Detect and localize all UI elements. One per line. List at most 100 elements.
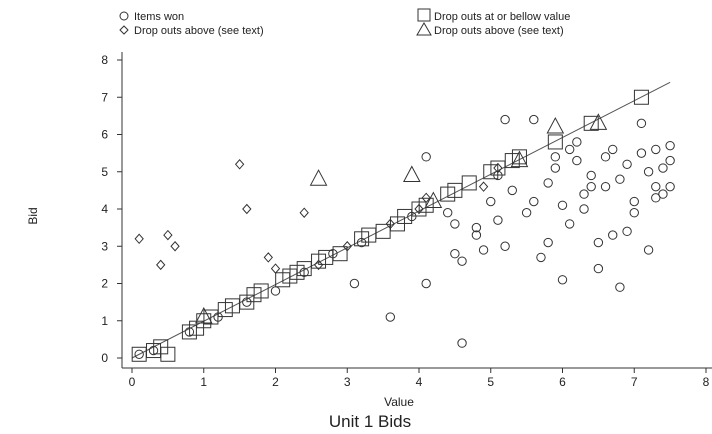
point-items-won: [651, 181, 661, 192]
point-items-won: [443, 208, 453, 218]
y-tick-label: 6: [101, 128, 108, 142]
point-items-won: [543, 237, 553, 248]
point-items-won: [586, 170, 596, 181]
point-items-won: [651, 193, 661, 203]
point-drop-out-above-triangle: [589, 113, 608, 130]
point-drop-out-above-diamond: [170, 240, 180, 252]
point-items-won: [615, 282, 625, 292]
legend-diamond-marker: [119, 25, 129, 35]
point-items-won: [622, 159, 632, 170]
point-items-won: [529, 114, 539, 125]
x-tick-label: 5: [487, 375, 494, 389]
point-items-won: [536, 252, 546, 263]
y-tick-label: 4: [101, 202, 108, 216]
point-drop-out-above-diamond: [313, 259, 324, 271]
point-items-won: [665, 140, 675, 151]
point-drop-out-above-diamond: [263, 252, 273, 263]
y-tick-label: 1: [101, 314, 108, 328]
reference-line: [131, 81, 671, 359]
point-items-won: [450, 249, 460, 259]
point-items-won: [608, 230, 618, 240]
legend-item-items-won: Items won: [119, 11, 184, 23]
point-items-won: [543, 178, 553, 188]
legend-item-drop-outs-above-diamond: Drop outs above (see text): [119, 25, 264, 37]
legend-label-drop-outs-above-triangle: Drop outs above (see text): [434, 25, 564, 37]
x-tick-label: 6: [559, 375, 566, 389]
y-tick-label: 2: [101, 277, 108, 291]
point-items-won: [471, 230, 482, 240]
point-drop-out-above-triangle: [424, 191, 443, 209]
point-items-won: [572, 155, 582, 166]
legend-label-items-won: Items won: [134, 11, 184, 23]
y-tick-label: 7: [101, 90, 108, 104]
point-items-won: [665, 181, 675, 192]
point-drop-out-above-diamond: [163, 229, 173, 241]
point-drop-out-above-diamond: [234, 159, 245, 170]
x-tick-label: 7: [631, 375, 638, 389]
y-axis-label: Bid: [26, 207, 40, 224]
point-items-won: [593, 237, 604, 248]
x-tick-label: 4: [416, 375, 423, 389]
point-drop-out-at-or-below: [160, 346, 176, 362]
legend-label-drop-outs-at-or-below: Drop outs at or bellow value: [434, 11, 570, 23]
point-items-won: [615, 174, 625, 184]
point-drop-out-above-diamond: [156, 259, 166, 271]
point-items-won: [349, 278, 360, 289]
point-drop-out-at-or-below: [332, 246, 348, 262]
point-items-won: [500, 241, 510, 251]
x-axis-ticks: 0 1 2 3 4 5 6 7 8: [129, 368, 710, 389]
point-items-won: [507, 185, 517, 196]
point-items-won: [550, 163, 561, 173]
legend-item-drop-outs-above-triangle: Drop outs above (see text): [416, 22, 564, 37]
legend-circle-marker: [119, 11, 129, 21]
x-tick-label: 0: [129, 375, 136, 389]
x-tick-label: 2: [272, 375, 279, 389]
point-items-won: [629, 196, 639, 207]
legend-item-drop-outs-at-or-below: Drop outs at or bellow value: [417, 8, 570, 23]
point-drop-out-above-triangle: [194, 306, 213, 324]
point-drop-out-above-triangle: [402, 165, 421, 182]
point-drop-out-at-or-below: [547, 134, 563, 150]
point-items-won: [643, 245, 654, 255]
point-items-won: [636, 148, 647, 158]
point-items-won: [572, 137, 582, 147]
point-items-won: [658, 163, 668, 173]
point-drop-out-at-or-below: [418, 197, 434, 213]
point-items-won: [608, 144, 618, 155]
point-drop-out-at-or-below: [583, 115, 599, 131]
point-items-won: [550, 152, 561, 162]
legend-triangle-marker: [416, 22, 432, 36]
point-items-won: [500, 114, 510, 125]
point-drop-out-at-or-below: [511, 149, 527, 165]
point-items-won: [557, 275, 568, 285]
point-drop-out-above-diamond: [242, 203, 252, 215]
point-items-won: [421, 152, 431, 162]
point-items-won: [622, 226, 632, 237]
point-items-won: [385, 312, 395, 322]
y-tick-label: 8: [101, 53, 108, 67]
plot-points: [131, 89, 675, 362]
point-drop-out-at-or-below: [253, 283, 269, 299]
point-items-won: [579, 189, 589, 199]
point-drop-out-above-diamond: [134, 233, 144, 245]
y-axis-ticks: 0 1 2 3 4 5 6 7 8: [101, 53, 122, 365]
x-tick-label: 8: [703, 375, 710, 389]
y-tick-label: 3: [101, 239, 108, 253]
y-tick-label: 0: [101, 351, 108, 365]
point-items-won: [557, 200, 568, 210]
legend: Items won Drop outs above (see text) Dro…: [119, 8, 570, 37]
point-items-won: [478, 245, 489, 255]
point-items-won: [600, 152, 611, 162]
point-items-won: [457, 256, 467, 266]
point-items-won: [457, 338, 467, 348]
point-items-won: [643, 167, 654, 177]
point-items-won: [651, 144, 661, 155]
point-drop-out-above-diamond: [414, 203, 424, 215]
x-tick-label: 3: [344, 375, 351, 389]
point-drop-out-at-or-below: [461, 175, 477, 191]
point-items-won: [270, 286, 281, 296]
point-items-won: [529, 196, 539, 207]
point-drop-out-above-diamond: [299, 207, 309, 218]
point-drop-out-at-or-below: [633, 89, 649, 105]
